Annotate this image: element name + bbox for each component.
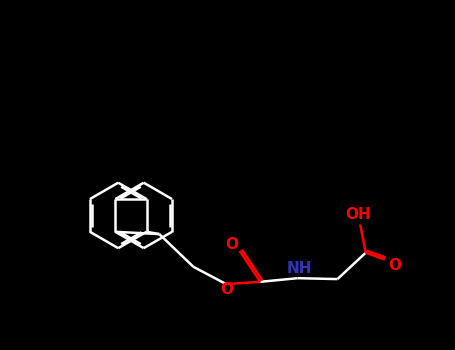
Text: NH: NH (287, 261, 313, 276)
Text: OH: OH (345, 207, 371, 222)
Text: O: O (225, 237, 238, 252)
Text: O: O (221, 282, 233, 298)
Text: O: O (388, 258, 401, 273)
